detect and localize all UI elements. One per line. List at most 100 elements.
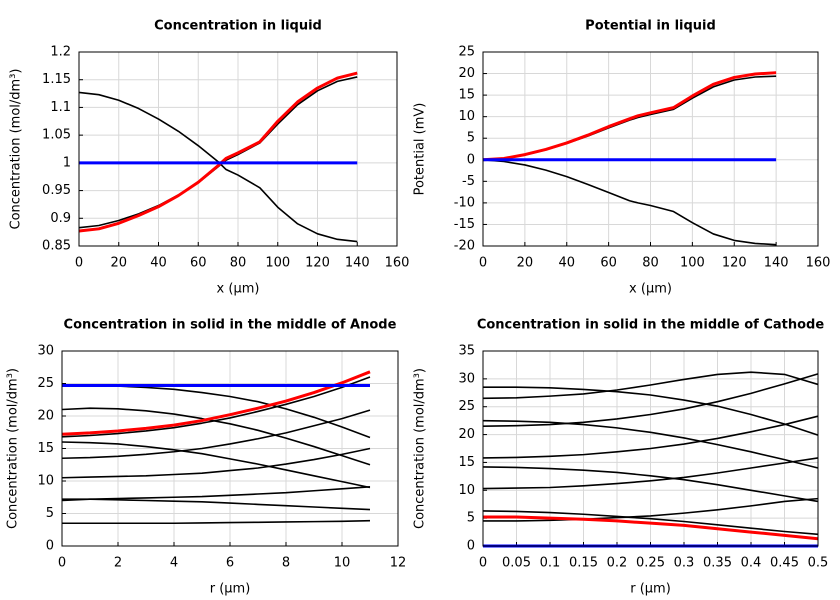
x-tick-label: 100: [680, 256, 705, 271]
y-tick-label: -15: [454, 217, 475, 232]
x-axis-label: r (µm): [630, 582, 671, 597]
series-line: [61, 447, 371, 479]
y-axis-label: Concentration (mol/dm³): [9, 69, 24, 230]
plot-frame: [482, 350, 819, 547]
subplot: Concentration in solid in the middle of …: [413, 318, 829, 597]
y-tick-label: 15: [458, 455, 475, 470]
x-tick-label: 80: [642, 256, 659, 271]
x-tick-label: 0: [58, 556, 66, 571]
series-line: [482, 71, 777, 162]
x-tick-label: 140: [764, 256, 789, 271]
y-axis-label: Potential (mV): [413, 103, 428, 196]
x-tick-label: 0.2: [607, 556, 628, 571]
series-line: [483, 497, 819, 522]
y-tick-label: 25: [458, 399, 475, 414]
x-tick-label: 0.25: [636, 556, 665, 571]
y-tick-label: -20: [454, 239, 475, 254]
y-tick-label: 0: [46, 539, 54, 554]
x-tick-label: 0.35: [703, 556, 732, 571]
y-tick-label: 30: [458, 371, 475, 386]
x-axis-label: x (µm): [629, 282, 672, 297]
series-line: [482, 415, 819, 459]
series-line: [61, 370, 371, 436]
series-line: [482, 158, 777, 246]
y-axis-label: Concentration (mol/dm³): [6, 368, 21, 529]
x-tick-label: 40: [150, 256, 167, 271]
series-line: [61, 376, 371, 438]
x-axis-label: x (µm): [217, 282, 260, 297]
x-tick-label: 0.5: [808, 556, 829, 571]
y-tick-label: -10: [454, 195, 475, 210]
series-line: [483, 386, 819, 436]
x-tick-label: 20: [517, 256, 534, 271]
chart-title: Concentration in solid in the middle of …: [477, 318, 825, 333]
plot-frame: [482, 51, 819, 247]
x-tick-label: 0.3: [674, 556, 695, 571]
series-line: [62, 498, 371, 511]
series-line: [482, 466, 819, 503]
y-tick-label: 20: [458, 427, 475, 442]
x-tick-label: 80: [230, 256, 247, 271]
x-tick-label: 40: [558, 256, 575, 271]
x-tick-label: 160: [806, 256, 831, 271]
x-tick-label: 0: [479, 256, 487, 271]
y-tick-label: 0.85: [42, 239, 71, 254]
x-tick-label: 10: [334, 556, 351, 571]
y-tick-label: 1.05: [42, 128, 71, 143]
plot-frame: [78, 51, 398, 247]
chart-title: Concentration in solid in the middle of …: [64, 318, 397, 333]
series-line: [78, 76, 358, 229]
y-tick-label: 1.1: [50, 100, 71, 115]
series-line: [482, 457, 819, 490]
x-tick-label: 6: [226, 556, 234, 571]
y-tick-label: 10: [37, 474, 54, 489]
x-tick-label: 100: [265, 256, 290, 271]
x-tick-label: 0.05: [502, 556, 531, 571]
y-tick-label: 1: [63, 155, 71, 170]
y-tick-label: 15: [458, 88, 475, 103]
y-tick-label: 25: [37, 376, 54, 391]
x-tick-label: 160: [385, 256, 410, 271]
x-tick-label: 20: [110, 256, 127, 271]
y-tick-label: 25: [458, 45, 475, 60]
x-tick-label: 0.4: [741, 556, 762, 571]
y-tick-label: 1.15: [42, 72, 71, 87]
series-line: [61, 441, 371, 489]
y-tick-label: -5: [462, 174, 475, 189]
series-line: [78, 71, 358, 233]
y-tick-label: 0: [467, 152, 475, 167]
x-tick-label: 140: [345, 256, 370, 271]
series-line: [482, 510, 819, 536]
series-line: [482, 373, 819, 428]
x-tick-label: 0.1: [540, 556, 561, 571]
y-tick-label: 35: [458, 344, 475, 359]
chart-title: Potential in liquid: [585, 19, 716, 34]
x-tick-label: 120: [722, 256, 747, 271]
y-axis-label: Concentration (mol/dm³): [413, 368, 428, 529]
series-line: [482, 419, 819, 469]
x-tick-label: 8: [282, 556, 290, 571]
x-axis-label: r (µm): [210, 582, 251, 597]
x-tick-label: 12: [390, 556, 407, 571]
x-tick-label: 120: [305, 256, 330, 271]
series-line: [61, 409, 371, 460]
chart-title: Concentration in liquid: [154, 19, 322, 34]
x-tick-label: 0.45: [770, 556, 799, 571]
y-tick-label: 0: [467, 539, 475, 554]
subplot: Concentration in solid in the middle of …: [6, 318, 407, 597]
plot-frame: [61, 350, 399, 547]
y-tick-label: 15: [37, 441, 54, 456]
x-tick-label: 0.15: [569, 556, 598, 571]
y-tick-label: 1.2: [50, 45, 71, 60]
y-tick-label: 10: [458, 109, 475, 124]
x-tick-label: 60: [600, 256, 617, 271]
x-tick-label: 0: [479, 556, 487, 571]
y-tick-label: 20: [458, 66, 475, 81]
y-tick-label: 5: [467, 511, 475, 526]
y-tick-label: 0.9: [50, 211, 71, 226]
x-tick-label: 60: [190, 256, 207, 271]
y-tick-label: 10: [458, 483, 475, 498]
x-tick-label: 2: [114, 556, 122, 571]
